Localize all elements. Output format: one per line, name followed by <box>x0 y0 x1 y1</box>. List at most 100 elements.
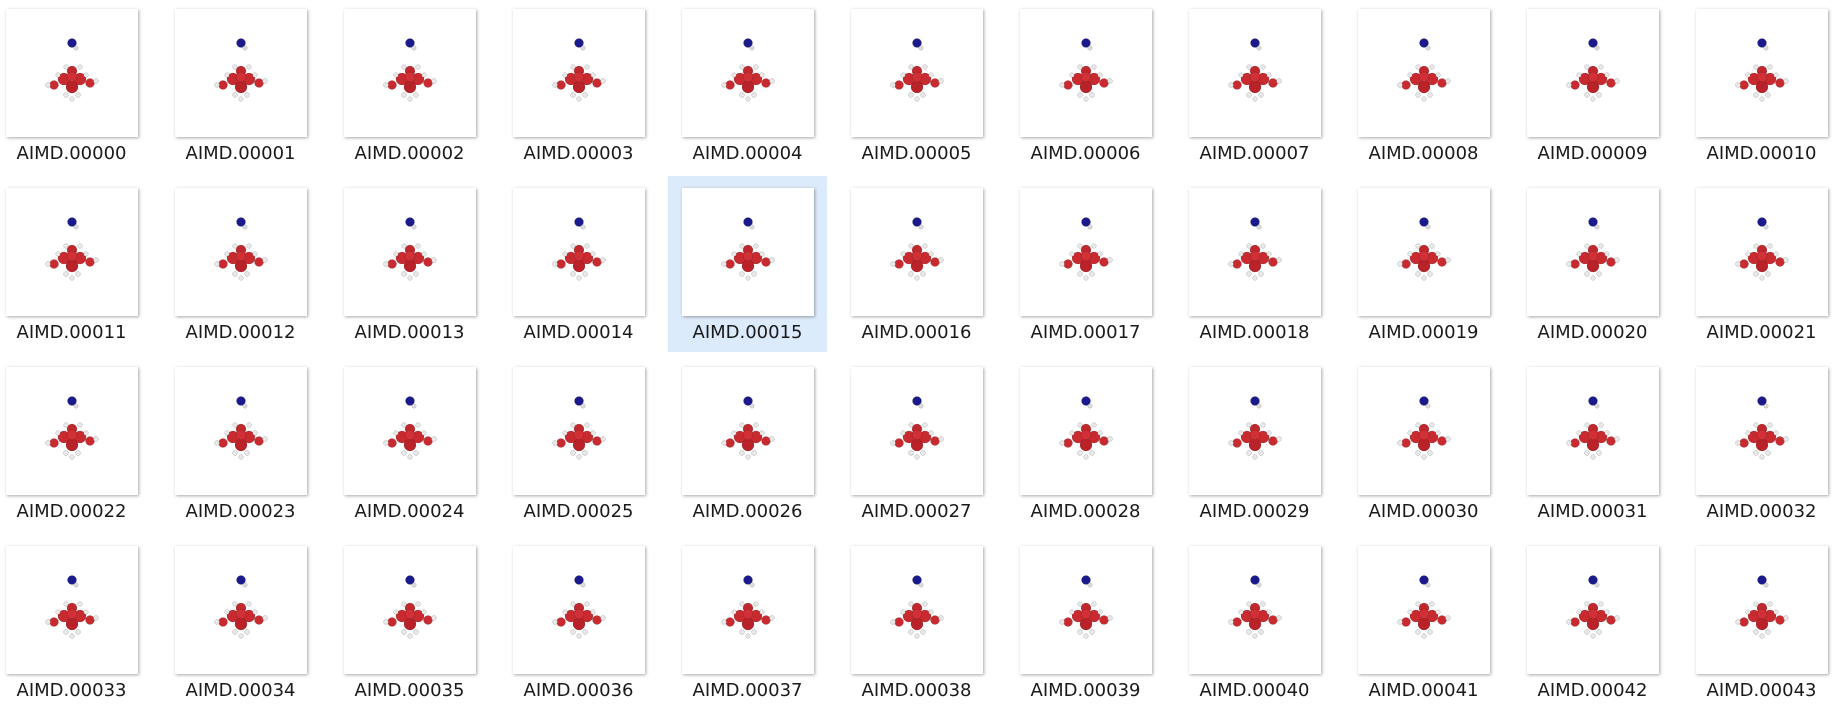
atom <box>759 251 765 257</box>
atom <box>49 80 59 90</box>
file-item[interactable]: AIMD.00034 <box>161 534 320 710</box>
file-item[interactable]: AIMD.00021 <box>1682 176 1841 352</box>
atom <box>1097 609 1103 615</box>
file-item[interactable]: AIMD.00041 <box>1344 534 1503 710</box>
file-item[interactable]: AIMD.00016 <box>837 176 996 352</box>
file-item[interactable]: AIMD.00028 <box>1006 355 1165 531</box>
atom <box>423 436 433 446</box>
atom <box>1570 617 1580 627</box>
file-item[interactable]: AIMD.00008 <box>1344 0 1503 173</box>
file-item[interactable]: AIMD.00020 <box>1513 176 1672 352</box>
atom <box>1739 259 1749 269</box>
atom <box>1586 80 1600 94</box>
file-item[interactable]: AIMD.00027 <box>837 355 996 531</box>
atom <box>741 80 755 94</box>
file-item[interactable]: AIMD.00030 <box>1344 355 1503 531</box>
file-item[interactable]: AIMD.00042 <box>1513 534 1672 710</box>
atom <box>741 259 755 273</box>
file-item[interactable]: AIMD.00039 <box>1006 534 1165 710</box>
atom <box>1260 422 1266 428</box>
file-item[interactable]: AIMD.00014 <box>499 176 658 352</box>
file-item[interactable]: AIMD.00019 <box>1344 176 1503 352</box>
atom <box>383 261 389 267</box>
file-item[interactable]: AIMD.00035 <box>330 534 489 710</box>
atom <box>1249 429 1261 441</box>
file-item[interactable]: AIMD.00043 <box>1682 534 1841 710</box>
atom <box>407 454 413 460</box>
atom <box>1419 575 1429 585</box>
atom <box>401 92 407 98</box>
atom <box>1419 38 1429 48</box>
file-item[interactable]: AIMD.00023 <box>161 355 320 531</box>
file-item[interactable]: AIMD.00018 <box>1175 176 1334 352</box>
atom <box>1099 436 1109 446</box>
file-item[interactable]: AIMD.00006 <box>1006 0 1165 173</box>
file-item[interactable]: AIMD.00009 <box>1513 0 1672 173</box>
file-item[interactable]: AIMD.00004 <box>668 0 827 173</box>
atom <box>1079 259 1093 273</box>
file-item[interactable]: AIMD.00003 <box>499 0 658 173</box>
atom <box>93 436 99 442</box>
file-item[interactable]: AIMD.00007 <box>1175 0 1334 173</box>
file-item[interactable]: AIMD.00013 <box>330 176 489 352</box>
atom <box>1401 617 1411 627</box>
molecule-image <box>1059 217 1113 281</box>
file-item[interactable]: AIMD.00000 <box>0 0 151 173</box>
file-item[interactable]: AIMD.00015 <box>668 176 827 352</box>
thumbnail <box>1696 546 1828 674</box>
file-item[interactable]: AIMD.00037 <box>668 534 827 710</box>
atom <box>1059 440 1065 446</box>
atom <box>573 71 585 83</box>
file-item[interactable]: AIMD.00024 <box>330 355 489 531</box>
file-item[interactable]: AIMD.00031 <box>1513 355 1672 531</box>
atom <box>77 601 83 607</box>
atom <box>1258 629 1264 635</box>
atom <box>759 72 765 78</box>
atom <box>914 633 920 639</box>
atom <box>75 629 81 635</box>
atom <box>49 617 59 627</box>
file-item[interactable]: AIMD.00010 <box>1682 0 1841 173</box>
file-item[interactable]: AIMD.00022 <box>0 355 151 531</box>
file-item[interactable]: AIMD.00012 <box>161 176 320 352</box>
atom <box>562 609 568 615</box>
atom <box>1429 64 1435 70</box>
atom <box>413 271 419 277</box>
file-item[interactable]: AIMD.00036 <box>499 534 658 710</box>
atom <box>1576 72 1582 78</box>
atom <box>224 609 230 615</box>
file-item[interactable]: AIMD.00011 <box>0 176 151 352</box>
file-item[interactable]: AIMD.00038 <box>837 534 996 710</box>
atom <box>405 396 415 406</box>
atom <box>894 80 904 90</box>
molecule-image <box>214 396 268 460</box>
atom <box>1757 396 1767 406</box>
file-item[interactable]: AIMD.00017 <box>1006 176 1165 352</box>
file-item[interactable]: AIMD.00025 <box>499 355 658 531</box>
file-item[interactable]: AIMD.00002 <box>330 0 489 173</box>
file-name: AIMD.00016 <box>861 322 972 343</box>
atom <box>1397 82 1403 88</box>
atom <box>1775 436 1785 446</box>
atom <box>1248 80 1262 94</box>
file-item[interactable]: AIMD.00005 <box>837 0 996 173</box>
atom <box>234 617 248 631</box>
file-item[interactable]: AIMD.00040 <box>1175 534 1334 710</box>
atom <box>405 217 415 227</box>
file-item[interactable]: AIMD.00029 <box>1175 355 1334 531</box>
atom <box>1614 436 1620 442</box>
atom <box>1080 250 1092 262</box>
file-item[interactable]: AIMD.00026 <box>668 355 827 531</box>
file-item[interactable]: AIMD.00032 <box>1682 355 1841 531</box>
atom <box>1087 582 1093 588</box>
thumbnail <box>6 546 138 674</box>
atom <box>413 629 419 635</box>
file-item[interactable]: AIMD.00033 <box>0 534 151 710</box>
file-item[interactable]: AIMD.00001 <box>161 0 320 173</box>
atom <box>1083 454 1089 460</box>
atom <box>1252 96 1258 102</box>
molecule-image <box>721 396 775 460</box>
atom <box>224 72 230 78</box>
atom <box>65 438 79 452</box>
atom <box>1763 45 1769 51</box>
